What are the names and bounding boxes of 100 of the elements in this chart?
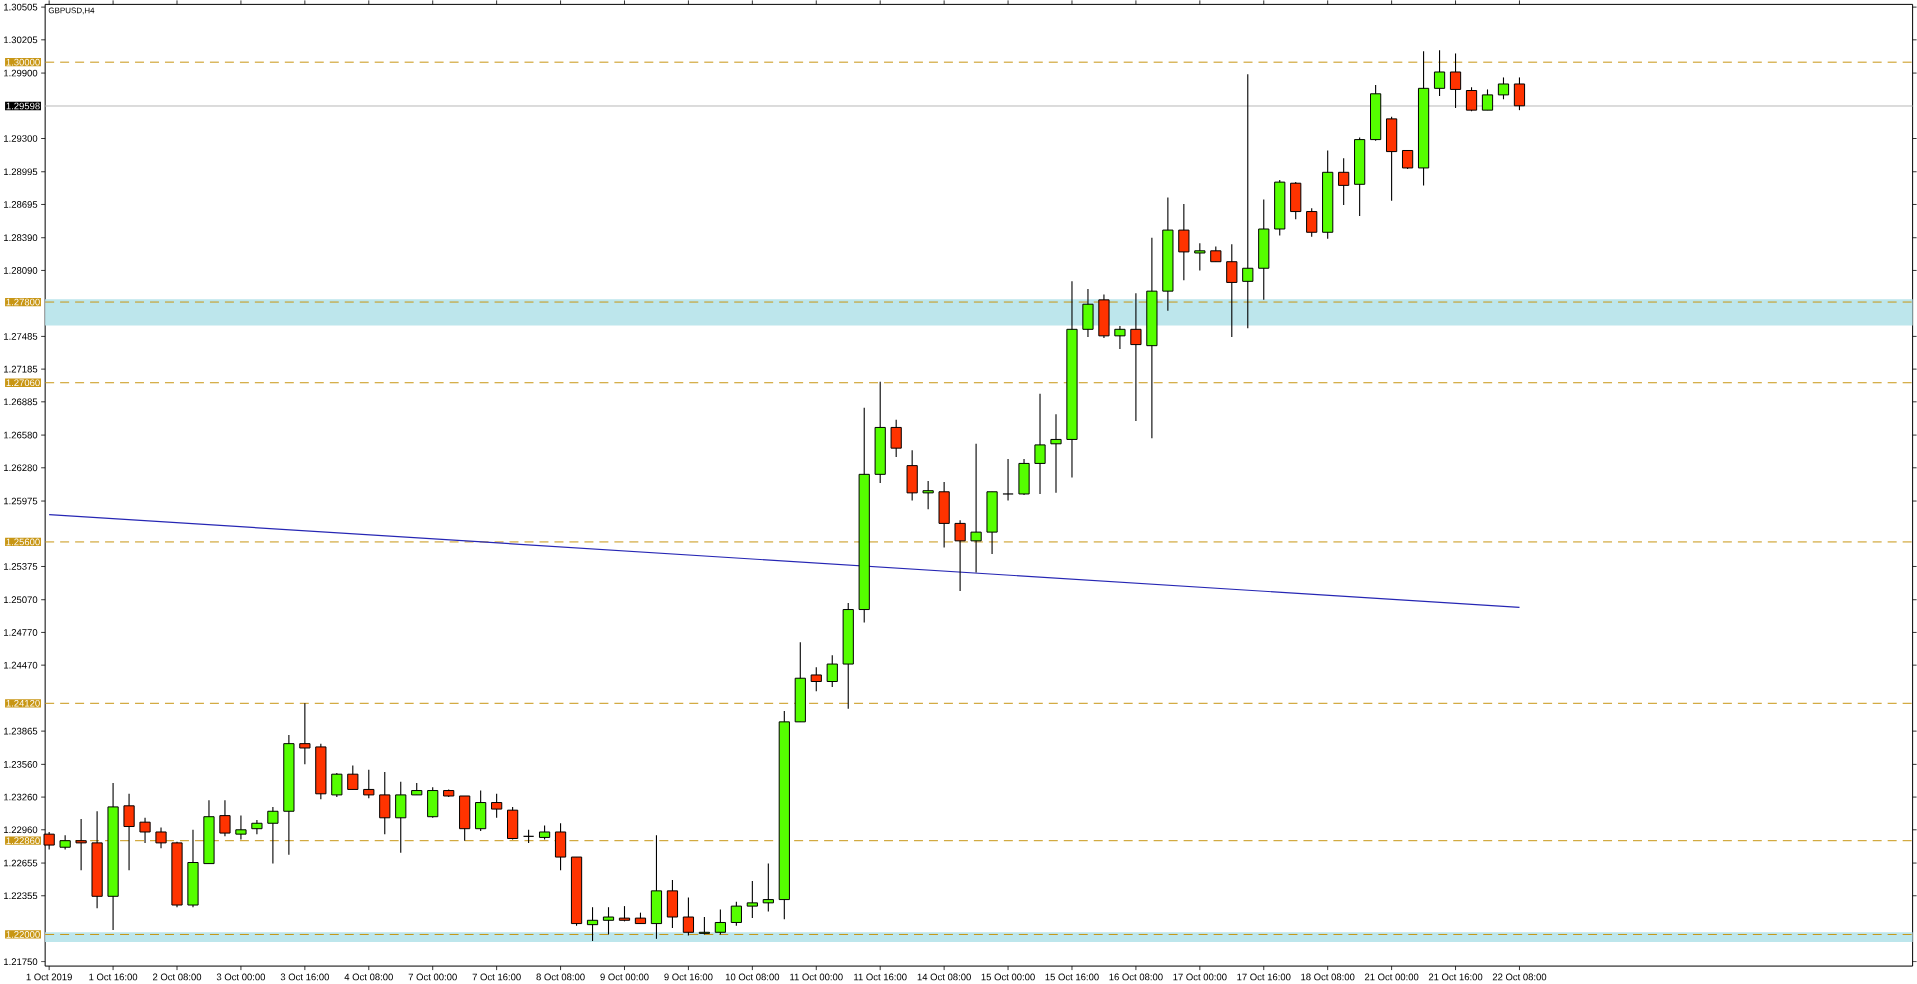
candlestick bbox=[299, 702, 311, 766]
y-tick-label: 1.26280 bbox=[4, 464, 38, 472]
y-tick-label: 1.23865 bbox=[4, 727, 38, 735]
x-tick-label: 4 Oct 08:00 bbox=[344, 973, 393, 981]
x-tick-label: 7 Oct 16:00 bbox=[472, 973, 521, 981]
x-tick-label: 18 Oct 08:00 bbox=[1301, 973, 1355, 981]
y-tick-label: 1.26885 bbox=[4, 398, 38, 406]
candlestick bbox=[1130, 292, 1142, 422]
y-tick-label: 1.22655 bbox=[4, 859, 38, 867]
y-tick-label: 1.23260 bbox=[4, 793, 38, 801]
x-tick-label: 11 Oct 00:00 bbox=[790, 973, 843, 981]
candlestick bbox=[1497, 77, 1510, 100]
y-tick-label: 1.29300 bbox=[4, 135, 38, 143]
x-tick-label: 3 Oct 16:00 bbox=[280, 973, 329, 981]
x-tick-label: 8 Oct 08:00 bbox=[536, 973, 585, 981]
candlestick bbox=[1050, 413, 1062, 494]
ref-line-label: 1.30000 bbox=[6, 58, 40, 66]
x-tick-label: 15 Oct 16:00 bbox=[1045, 973, 1099, 981]
y-tick-label: 1.28390 bbox=[4, 234, 38, 242]
ref-line-label: 1.22000 bbox=[6, 931, 40, 938]
candlestick bbox=[1449, 53, 1462, 109]
candlestick bbox=[714, 909, 726, 936]
x-tick-label: 3 Oct 00:00 bbox=[216, 973, 266, 981]
candlestick bbox=[1114, 325, 1126, 350]
candlestick bbox=[682, 897, 695, 937]
ref-line-label: 1.24120 bbox=[6, 700, 40, 707]
x-tick-label: 17 Oct 16:00 bbox=[1237, 973, 1291, 981]
y-tick-label: 1.30205 bbox=[4, 36, 38, 44]
candlestick bbox=[1433, 49, 1446, 97]
ref-line-label: 1.27060 bbox=[6, 379, 40, 387]
candlestick bbox=[1178, 203, 1190, 281]
y-tick-label: 1.28695 bbox=[4, 201, 38, 208]
y-tick-label: 1.29900 bbox=[4, 69, 38, 77]
x-tick-label: 7 Oct 00:00 bbox=[408, 973, 457, 981]
y-tick-label: 1.22960 bbox=[4, 826, 38, 834]
x-tick-label: 9 Oct 16:00 bbox=[664, 973, 713, 981]
ref-line-label: 1.29598 bbox=[6, 102, 40, 110]
x-tick-label: 1 Oct 2019 bbox=[26, 973, 72, 981]
y-tick-label: 1.30505 bbox=[4, 3, 38, 11]
y-tick-label: 1.25070 bbox=[4, 596, 38, 604]
y-tick-label: 1.26580 bbox=[4, 431, 38, 439]
candlestick bbox=[267, 806, 279, 865]
x-tick-label: 11 Oct 16:00 bbox=[854, 973, 907, 981]
candlestick bbox=[954, 519, 966, 592]
candlestick bbox=[762, 863, 774, 913]
x-tick-label: 17 Oct 00:00 bbox=[1173, 973, 1227, 981]
x-tick-label: 16 Oct 08:00 bbox=[1109, 973, 1163, 981]
candlestick bbox=[1481, 89, 1494, 111]
candlestick bbox=[219, 799, 231, 838]
x-tick-label: 21 Oct 16:00 bbox=[1428, 973, 1483, 981]
y-tick-label: 1.25975 bbox=[4, 497, 38, 505]
candlestick bbox=[1338, 157, 1350, 206]
candlestick bbox=[491, 793, 503, 819]
ref-line-label: 1.25600 bbox=[6, 538, 40, 546]
candlestick bbox=[1034, 393, 1046, 495]
ref-line-label: 1.22860 bbox=[6, 837, 40, 845]
y-tick-label: 1.27485 bbox=[4, 333, 38, 340]
candlestick bbox=[746, 880, 758, 919]
x-tick-label: 14 Oct 08:00 bbox=[917, 973, 971, 981]
candlestick bbox=[75, 818, 87, 871]
candlestick bbox=[155, 827, 167, 850]
candlestick bbox=[379, 771, 391, 835]
x-tick-label: 1 Oct 16:00 bbox=[89, 973, 138, 981]
candlestick bbox=[347, 765, 359, 791]
candlestick bbox=[395, 781, 407, 854]
y-tick-label: 1.22355 bbox=[4, 892, 38, 900]
x-tick-label: 21 Oct 00:00 bbox=[1364, 973, 1419, 981]
y-tick-label: 1.23560 bbox=[4, 761, 38, 768]
candlestick bbox=[1513, 77, 1526, 111]
ref-line-label: 1.27800 bbox=[6, 298, 40, 306]
candlestick bbox=[331, 772, 343, 798]
y-tick-label: 1.24470 bbox=[4, 661, 38, 669]
candlestick bbox=[826, 654, 838, 688]
candlestick bbox=[1226, 243, 1238, 338]
x-tick-label: 2 Oct 08:00 bbox=[152, 973, 202, 981]
y-tick-label: 1.24770 bbox=[4, 629, 38, 636]
candlestick bbox=[123, 793, 135, 871]
candlestick bbox=[1242, 73, 1254, 329]
candlestick bbox=[810, 666, 822, 693]
candlestick bbox=[1306, 207, 1318, 238]
y-tick-label: 1.21750 bbox=[4, 958, 38, 966]
candlestick bbox=[1002, 458, 1014, 502]
x-tick-label: 15 Oct 00:00 bbox=[981, 973, 1035, 981]
candlestick bbox=[970, 443, 982, 574]
y-tick-label: 1.27185 bbox=[4, 365, 38, 373]
y-tick-label: 1.28995 bbox=[4, 168, 38, 176]
candlestick bbox=[890, 419, 902, 458]
x-tick-label: 22 Oct 08:00 bbox=[1492, 973, 1547, 981]
x-tick-label: 10 Oct 08:00 bbox=[725, 973, 780, 981]
candlestick bbox=[602, 906, 615, 936]
candlestick bbox=[1194, 242, 1206, 272]
candlestick bbox=[922, 480, 934, 510]
x-tick-label: 9 Oct 00:00 bbox=[600, 973, 649, 981]
candlestick bbox=[586, 906, 599, 942]
candlestick bbox=[235, 815, 247, 841]
y-tick-label: 1.28090 bbox=[4, 267, 38, 274]
candlestick bbox=[730, 901, 742, 927]
candlestick bbox=[363, 769, 375, 799]
candlestick bbox=[251, 819, 263, 835]
y-tick-label: 1.25375 bbox=[4, 563, 38, 570]
